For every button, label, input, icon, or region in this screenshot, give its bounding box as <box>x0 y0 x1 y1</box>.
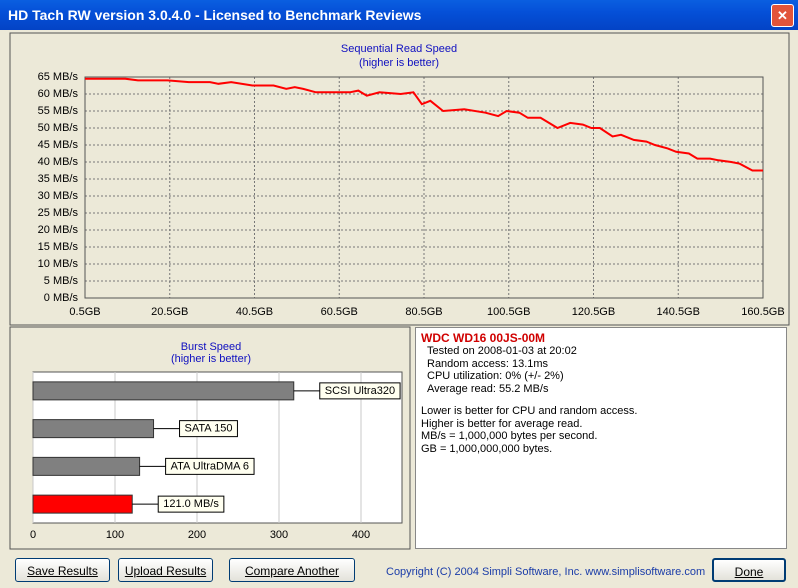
label-box <box>319 382 401 400</box>
x-tick-label: 400 <box>352 529 370 541</box>
x-tick-label: 160.5GB <box>741 306 784 318</box>
notes: Lower is better for CPU and random acces… <box>421 405 781 455</box>
y-tick-label: 30 MB/s <box>38 190 79 202</box>
bar <box>32 419 155 439</box>
note-line: Higher is better for average read. <box>421 417 583 430</box>
read-speed-line <box>85 77 763 172</box>
x-tick-label: 120.5GB <box>572 306 615 318</box>
bar-label: SCSI Ultra320 <box>325 385 395 397</box>
save-button[interactable]: Save Results <box>15 558 110 582</box>
chart-title: Burst Speed <box>181 341 242 353</box>
x-tick-label: 300 <box>270 529 288 541</box>
detail-line: CPU utilization: 0% (+/- 2%) <box>427 370 564 382</box>
label-box <box>157 495 225 513</box>
x-tick-label: 60.5GB <box>321 306 358 318</box>
bar-label: 121.0 MB/s <box>163 498 219 510</box>
bar-label: ATA UltraDMA 6 <box>171 460 249 472</box>
x-tick-label: 200 <box>188 529 206 541</box>
y-tick-label: 5 MB/s <box>44 275 79 287</box>
close-button[interactable]: ✕ <box>771 4 794 27</box>
title-bar: HD Tach RW version 3.0.4.0 - Licensed to… <box>0 0 798 30</box>
note-line: Lower is better for CPU and random acces… <box>421 405 638 417</box>
bar-label: SATA 150 <box>185 423 233 435</box>
bar <box>32 494 133 514</box>
y-tick-label: 20 MB/s <box>38 224 79 236</box>
label-box <box>165 457 255 475</box>
upload-button[interactable]: Upload Results <box>118 558 213 582</box>
bar <box>32 456 141 476</box>
plot-frame <box>84 76 764 299</box>
detail-line: Average read: 55.2 MB/s <box>427 382 549 395</box>
detail-line: Random access: 13.1ms <box>427 357 549 370</box>
y-tick-label: 35 MB/s <box>38 173 79 185</box>
window-title: HD Tach RW version 3.0.4.0 - Licensed to… <box>8 7 422 23</box>
x-tick-label: 100 <box>106 529 124 541</box>
y-tick-label: 60 MB/s <box>38 88 79 100</box>
y-tick-label: 55 MB/s <box>38 105 79 117</box>
y-tick-label: 45 MB/s <box>38 139 79 151</box>
x-tick-label: 0.5GB <box>69 306 100 318</box>
x-tick-label: 100.5GB <box>487 306 530 318</box>
y-tick-label: 25 MB/s <box>38 207 79 219</box>
y-tick-label: 50 MB/s <box>38 122 79 134</box>
detail-line: Tested on 2008-01-03 at 20:02 <box>427 345 577 357</box>
details: Tested on 2008-01-03 at 20:02 Random acce… <box>421 345 781 395</box>
y-tick-label: 65 MB/s <box>38 71 79 83</box>
chart-title: Sequential Read Speed <box>341 43 457 55</box>
drive-name: WDC WD16 00JS-00M <box>421 331 546 345</box>
y-tick-label: 0 MB/s <box>44 292 79 304</box>
bar <box>32 381 295 401</box>
compare-button[interactable]: Compare Another Drive <box>229 558 355 582</box>
done-button[interactable]: Done <box>712 558 786 582</box>
y-tick-label: 40 MB/s <box>38 156 79 168</box>
chart-subtitle: (higher is better) <box>171 353 251 365</box>
chart-subtitle: (higher is better) <box>359 57 439 69</box>
label-box <box>179 420 238 438</box>
y-tick-label: 10 MB/s <box>38 258 79 270</box>
x-tick-label: 0 <box>30 529 36 541</box>
copyright: Copyright (C) 2004 Simpli Software, Inc.… <box>386 566 706 578</box>
line-panel <box>9 32 790 326</box>
info-panel: WDC WD16 00JS-00M Tested on 2008-01-03 a… <box>415 327 787 549</box>
note-line: GB = 1,000,000,000 bytes. <box>421 442 553 455</box>
x-tick-label: 140.5GB <box>657 306 700 318</box>
x-tick-label: 80.5GB <box>405 306 442 318</box>
note-line: MB/s = 1,000,000 bytes per second. <box>421 430 598 442</box>
x-tick-label: 20.5GB <box>151 306 188 318</box>
y-tick-label: 15 MB/s <box>38 241 79 253</box>
x-tick-label: 40.5GB <box>236 306 273 318</box>
